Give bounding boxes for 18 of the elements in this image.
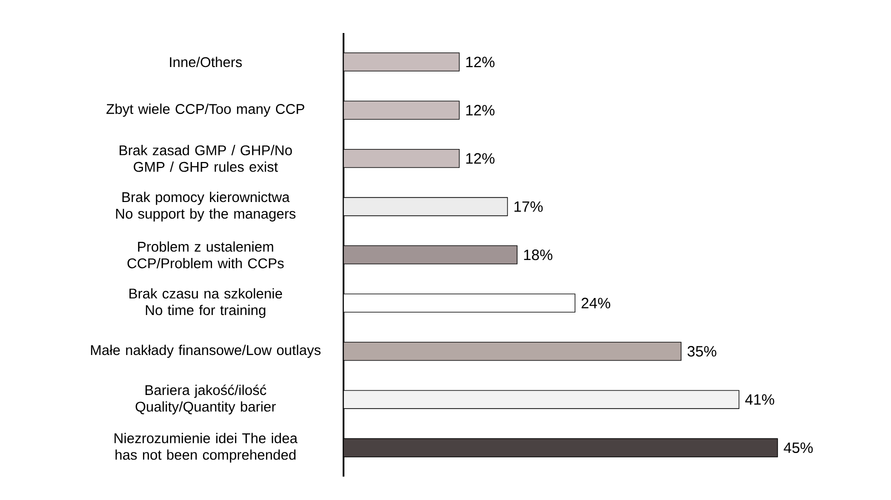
data-label: 45%	[784, 442, 813, 453]
y-tick-label: Niezrozumienie idei The idea has not been comprehended	[114, 432, 298, 462]
data-label: 17%	[514, 201, 543, 212]
data-label: 12%	[466, 153, 494, 164]
y-tick-label: Brak zasad GMP / GHP/No GMP / GHP rules exist	[120, 144, 292, 172]
y-tick-label: Inne/Others	[170, 56, 242, 68]
data-label: 41%	[745, 394, 774, 405]
y-tick-label: Problem z ustaleniem CCP/Problem with CCPs	[128, 241, 284, 268]
data-label: 12%	[466, 104, 494, 116]
y-tick-label: Bariera jakość/ilość Quality/Quantity barier	[136, 384, 276, 414]
y-tick-label: Brak czasu na szkolenie No time for training	[129, 288, 282, 318]
data-label: 24%	[582, 298, 610, 308]
y-tick-label: Małe nakłady finansowe/Low outlays	[91, 344, 321, 358]
data-label: 18%	[524, 249, 552, 260]
data-label: 12%	[466, 56, 494, 68]
y-tick-label: Brak pomocy kierownictwa No support by the managers	[116, 192, 296, 222]
data-label: 35%	[688, 346, 716, 356]
y-tick-label: Zbyt wiele CCP/Too many CCP	[106, 103, 304, 117]
